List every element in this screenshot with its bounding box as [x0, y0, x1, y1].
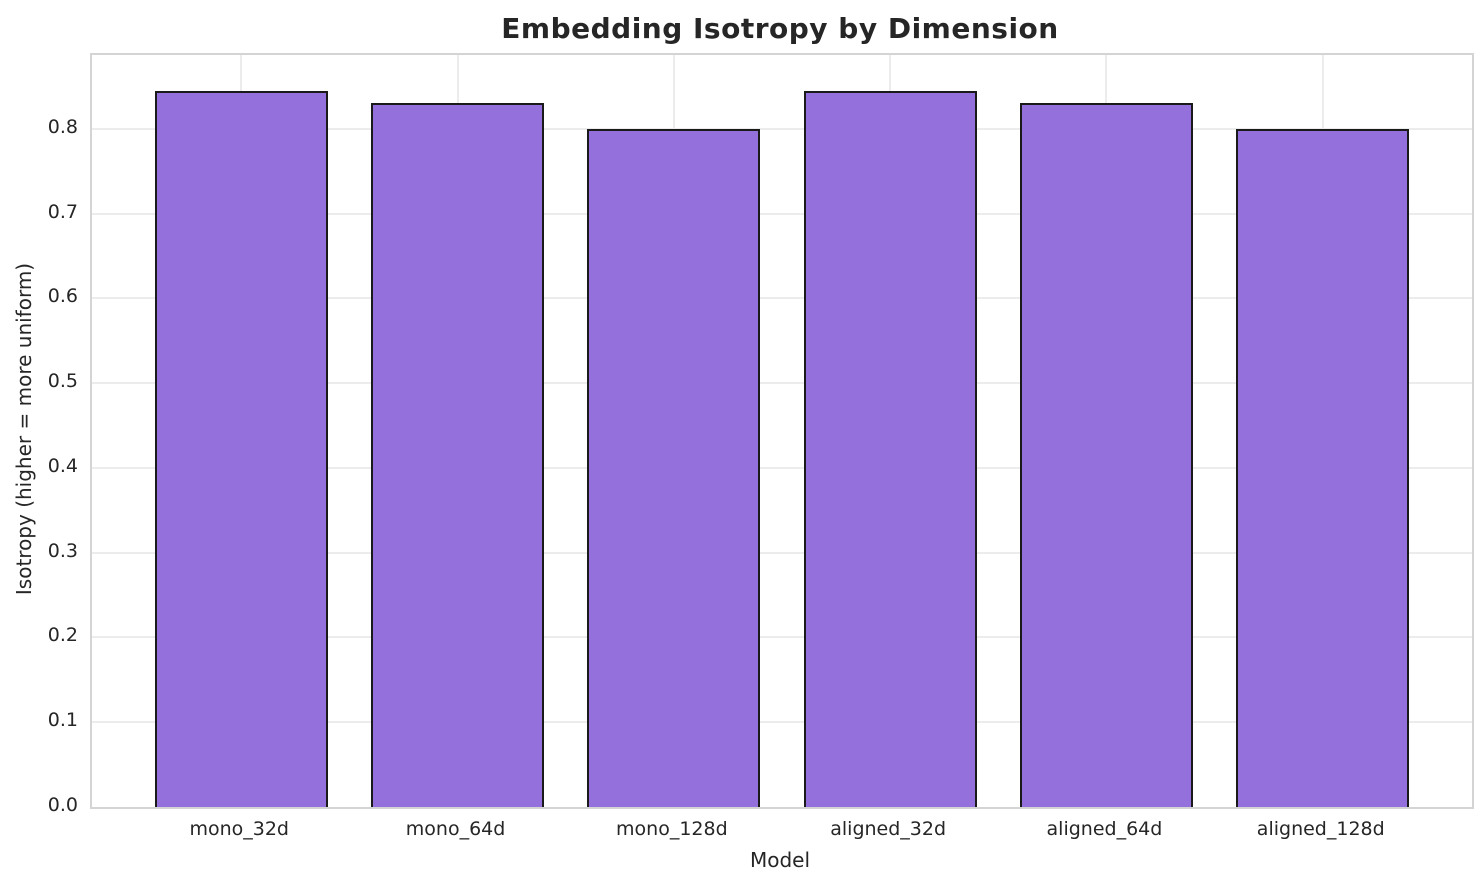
- bar-mono_32d: [154, 90, 328, 807]
- y-tick-label: 0.8: [47, 115, 78, 138]
- gridline-horizontal: [92, 382, 1472, 385]
- y-tick-label: 0.1: [47, 709, 78, 732]
- gridline-horizontal: [92, 721, 1472, 724]
- gridline-horizontal: [92, 466, 1472, 469]
- x-tick-label: aligned_128d: [1256, 818, 1385, 840]
- gridline-horizontal: [92, 297, 1472, 300]
- gridline-horizontal: [92, 212, 1472, 215]
- gridline-horizontal: [92, 636, 1472, 639]
- y-tick-label: 0.0: [47, 794, 78, 816]
- x-tick-label: mono_32d: [189, 818, 290, 840]
- bar-aligned_32d: [803, 90, 977, 807]
- gridline-horizontal: [92, 127, 1472, 130]
- y-tick-label: 0.3: [47, 539, 78, 562]
- chart-title: Embedding Isotropy by Dimension: [501, 12, 1059, 45]
- x-tick-label: mono_128d: [616, 818, 728, 840]
- y-tick-label: 0.6: [47, 285, 78, 308]
- bar-aligned_128d: [1236, 128, 1410, 807]
- y-tick-label: 0.5: [47, 370, 78, 393]
- x-axis-label: Model: [749, 848, 811, 872]
- x-tick-label: mono_64d: [405, 818, 506, 840]
- bar-aligned_64d: [1019, 103, 1193, 807]
- y-tick-label: 0.2: [47, 624, 78, 647]
- x-tick-label: aligned_64d: [1046, 818, 1163, 840]
- bar-mono_128d: [587, 128, 761, 807]
- x-tick-label: aligned_32d: [830, 818, 947, 840]
- plot-area: [90, 53, 1474, 809]
- bar-mono_64d: [371, 103, 545, 807]
- y-tick-label: 0.4: [47, 454, 78, 477]
- y-tick-label: 0.7: [47, 200, 78, 223]
- gridline-horizontal: [92, 551, 1472, 554]
